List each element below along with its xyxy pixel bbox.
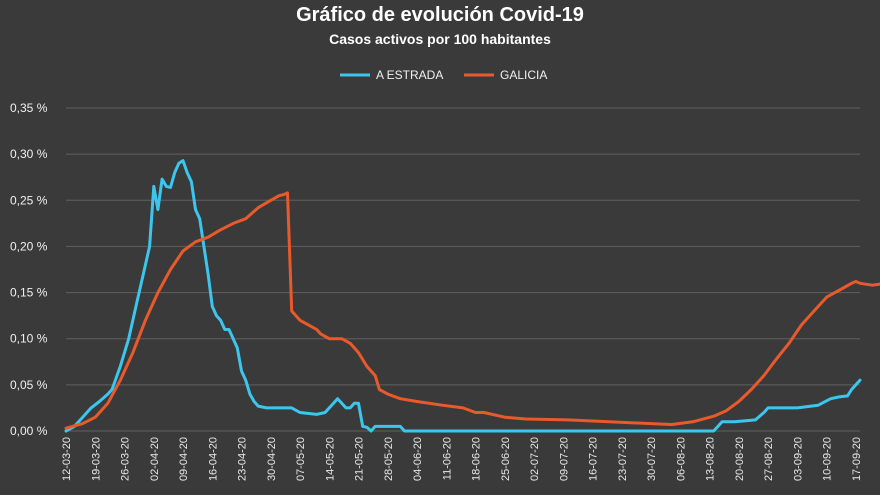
x-tick-label: 04-06-20 (412, 437, 424, 481)
x-tick-label: 02-07-20 (529, 437, 541, 481)
series-layer (64, 159, 880, 433)
x-tick-label: 06-08-20 (675, 437, 687, 481)
x-tick-label: 16-07-20 (588, 437, 600, 481)
y-tick-label: 0,00 % (10, 424, 48, 438)
x-tick-label: 09-07-20 (558, 437, 570, 481)
gridlines (66, 107, 860, 432)
series-line-a-estrada (64, 159, 862, 433)
x-axis: 12-03-20 19-03-20 26-03-20 02-04-20 09-04-20… (61, 437, 863, 481)
x-tick-label: 10-09-20 (822, 437, 834, 481)
x-tick-label: 03-09-20 (792, 437, 804, 481)
y-tick-label: 0,30 % (10, 147, 48, 161)
x-tick-label: 16-04-20 (207, 437, 219, 481)
x-tick-label: 30-07-20 (646, 437, 658, 481)
x-tick-label: 23-07-20 (617, 437, 629, 481)
x-tick-label: 12-03-20 (61, 437, 73, 481)
x-tick-label: 20-08-20 (734, 437, 746, 481)
legend-label-galicia: GALICIA (500, 68, 547, 82)
x-tick-label: 11-06-20 (441, 437, 453, 480)
x-tick-label: 18-06-20 (471, 437, 483, 481)
y-tick-label: 0,15 % (10, 286, 48, 300)
x-tick-label: 14-05-20 (324, 437, 336, 481)
y-tick-label: 0,35 % (10, 101, 48, 115)
x-tick-label: 26-03-20 (120, 437, 132, 481)
legend: A ESTRADA GALICIA (340, 68, 547, 82)
x-tick-label: 02-04-20 (149, 437, 161, 481)
x-tick-label: 27-08-20 (763, 437, 775, 481)
series-line-galicia (64, 191, 880, 430)
y-axis: 0,00 % 0,05 % 0,10 % 0,15 % 0,20 % 0,25 % 0,30… (10, 101, 48, 438)
x-tick-label: 23-04-20 (237, 437, 249, 481)
y-tick-label: 0,25 % (10, 193, 48, 207)
x-tick-label: 28-05-20 (383, 437, 395, 481)
x-tick-label: 30-04-20 (266, 437, 278, 481)
x-tick-label: 13-08-20 (705, 437, 717, 481)
x-tick-label: 07-05-20 (295, 437, 307, 481)
legend-label-a-estrada: A ESTRADA (376, 68, 443, 82)
y-tick-label: 0,05 % (10, 378, 48, 392)
x-tick-label: 09-04-20 (178, 437, 190, 481)
chart-title: Gráfico de evolución Covid-19 (296, 4, 584, 26)
y-tick-label: 0,20 % (10, 239, 48, 253)
y-tick-label: 0,10 % (10, 332, 48, 346)
x-tick-label: 21-05-20 (354, 437, 366, 481)
chart-subtitle: Casos activos por 100 habitantes (329, 31, 551, 47)
x-tick-label: 19-03-20 (90, 437, 102, 481)
x-tick-label: 25-06-20 (500, 437, 512, 481)
x-tick-label: 17-09-20 (851, 437, 863, 481)
